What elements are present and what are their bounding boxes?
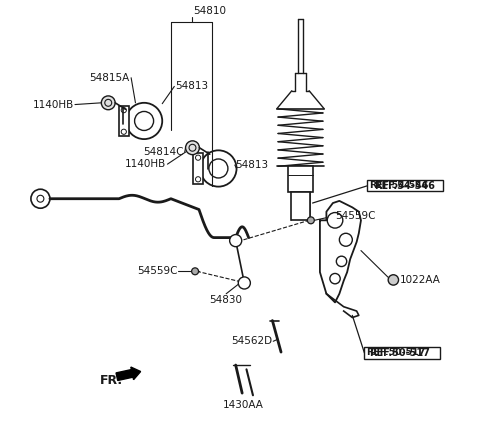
Text: FR.: FR. [100, 374, 123, 387]
Bar [119, 106, 129, 136]
Bar [291, 192, 310, 220]
Circle shape [327, 213, 343, 228]
Text: 1140HB: 1140HB [33, 99, 73, 110]
FancyArrow shape [116, 367, 141, 381]
Text: 1022AA: 1022AA [400, 275, 441, 285]
Text: REF.54-546: REF.54-546 [374, 181, 435, 191]
Bar [193, 153, 203, 184]
Text: 54559C: 54559C [137, 266, 177, 276]
Circle shape [229, 235, 242, 247]
Circle shape [238, 277, 251, 289]
Circle shape [330, 273, 340, 284]
Text: 1140HB: 1140HB [125, 159, 167, 169]
Text: 54814C: 54814C [144, 147, 184, 157]
Text: 54830: 54830 [210, 295, 243, 305]
Bar [368, 180, 443, 191]
Circle shape [186, 141, 199, 155]
Circle shape [192, 268, 199, 275]
Circle shape [307, 217, 314, 224]
Circle shape [388, 275, 398, 285]
Circle shape [336, 256, 347, 267]
Text: 54813: 54813 [175, 81, 208, 92]
Text: 54815A: 54815A [90, 73, 130, 83]
Bar [288, 166, 313, 192]
Circle shape [101, 96, 115, 110]
Circle shape [339, 233, 352, 246]
Text: REF.50-517: REF.50-517 [367, 349, 426, 357]
Text: REF.50-517: REF.50-517 [370, 348, 431, 359]
Polygon shape [320, 201, 361, 302]
Text: 54813: 54813 [236, 160, 269, 170]
Text: 1430AA: 1430AA [223, 400, 264, 410]
Text: 54559C: 54559C [335, 211, 375, 221]
Text: 54810: 54810 [193, 6, 226, 16]
Text: 54562D: 54562D [231, 336, 272, 346]
Bar [364, 347, 440, 359]
Text: REF.54-546: REF.54-546 [370, 181, 429, 190]
